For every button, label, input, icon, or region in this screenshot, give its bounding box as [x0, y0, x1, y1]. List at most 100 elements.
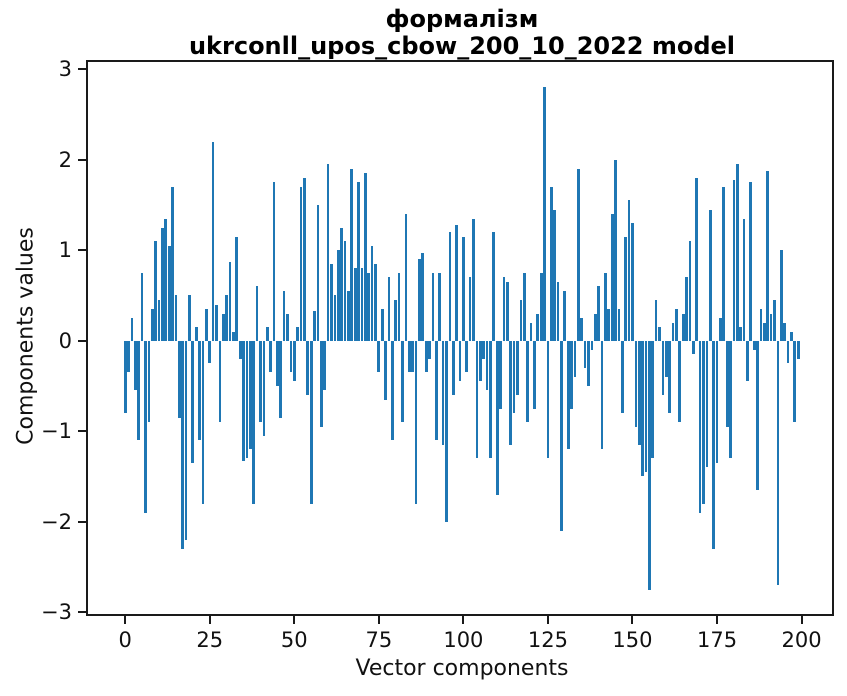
- x-axis-label: Vector components: [355, 656, 569, 681]
- bar: [475, 340, 479, 459]
- bar: [543, 87, 546, 341]
- y-axis-tick: [78, 520, 86, 523]
- bar: [188, 295, 191, 341]
- bar: [631, 223, 634, 341]
- bar: [242, 340, 245, 462]
- bar: [123, 340, 127, 414]
- bar: [350, 168, 354, 341]
- bar: [401, 340, 404, 423]
- bar: [472, 218, 475, 341]
- bar: [184, 340, 188, 540]
- bar: [441, 340, 445, 445]
- bar: [499, 340, 502, 409]
- bar: [150, 309, 154, 341]
- bar: [367, 272, 371, 341]
- bar: [127, 340, 130, 373]
- bar: [661, 340, 665, 395]
- bar: [363, 173, 367, 341]
- bar: [377, 340, 381, 373]
- bar: [519, 299, 523, 341]
- bar: [353, 268, 357, 341]
- bar: [292, 340, 296, 382]
- bar: [573, 340, 577, 377]
- bar: [279, 340, 283, 418]
- bar: [735, 164, 739, 341]
- bar: [232, 331, 235, 341]
- bar: [221, 313, 225, 341]
- bar: [465, 340, 469, 373]
- chart-title: формалізм ukrconll_upos_cbow_200_10_2022…: [88, 6, 836, 60]
- bar: [407, 340, 411, 373]
- bar: [164, 218, 168, 341]
- bar: [715, 340, 719, 463]
- bar: [505, 281, 509, 341]
- bar: [489, 340, 492, 459]
- y-axis-tick-label: −1: [41, 419, 72, 444]
- bar: [289, 340, 293, 373]
- bar: [766, 170, 770, 341]
- bar: [725, 340, 729, 427]
- bar: [759, 309, 763, 341]
- bar: [522, 272, 526, 341]
- bar: [428, 340, 431, 359]
- bar: [678, 340, 682, 423]
- bar: [712, 340, 715, 549]
- bar: [255, 286, 259, 341]
- bar: [421, 252, 425, 341]
- bar: [577, 168, 580, 341]
- bar: [424, 340, 428, 373]
- bar: [620, 340, 624, 414]
- bar: [526, 340, 529, 423]
- bar: [269, 340, 272, 373]
- chart-title-word: формалізм: [385, 5, 539, 33]
- bar: [235, 236, 239, 341]
- bar: [675, 309, 678, 341]
- bar: [688, 241, 692, 341]
- bar: [343, 241, 347, 341]
- bar: [563, 290, 567, 341]
- bar: [739, 327, 743, 341]
- bar: [208, 340, 212, 364]
- bar: [732, 179, 736, 341]
- bar: [177, 340, 181, 418]
- bar: [719, 318, 722, 341]
- bar: [357, 182, 360, 341]
- x-axis-tick: [546, 616, 549, 624]
- bar: [495, 340, 499, 495]
- bar: [539, 272, 543, 341]
- bar: [462, 236, 465, 341]
- bar: [776, 340, 780, 586]
- bar: [215, 304, 218, 341]
- bar: [374, 263, 377, 341]
- bar: [387, 277, 391, 341]
- x-axis-tick: [716, 616, 719, 624]
- bar: [607, 309, 611, 341]
- bar: [593, 313, 597, 341]
- bar: [303, 177, 306, 341]
- bar: [394, 299, 398, 341]
- bar: [546, 340, 550, 459]
- bar: [702, 340, 705, 504]
- bar: [529, 322, 533, 341]
- bar: [695, 177, 699, 341]
- bar: [502, 277, 506, 341]
- bar: [259, 340, 262, 423]
- bar: [306, 340, 310, 395]
- bar: [600, 340, 604, 450]
- bar: [512, 340, 516, 414]
- bar: [549, 186, 553, 341]
- bar: [722, 186, 726, 341]
- bar: [763, 322, 766, 341]
- bar: [624, 236, 628, 341]
- bar: [729, 340, 732, 459]
- bar: [286, 313, 289, 341]
- bar: [296, 327, 300, 341]
- bar: [708, 209, 712, 341]
- bar: [384, 340, 387, 400]
- bar: [299, 186, 303, 341]
- chart-title-model: ukrconll_upos_cbow_200_10_2022 model: [188, 32, 736, 60]
- bar: [414, 340, 418, 504]
- bar: [265, 327, 269, 341]
- y-axis-tick-label: −3: [41, 600, 72, 625]
- y-axis-tick-label: 0: [58, 328, 72, 353]
